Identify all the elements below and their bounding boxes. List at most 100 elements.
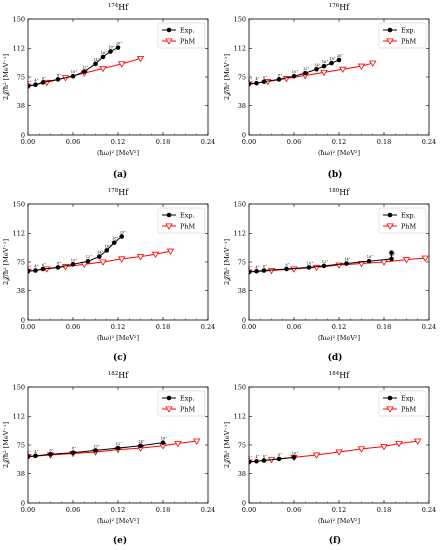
- spin-annotation: 20⁺: [116, 42, 123, 46]
- spin-annotation: 14⁺: [93, 58, 100, 62]
- x-tick-label: 0.24: [422, 138, 436, 146]
- legend-label: PhM: [401, 37, 417, 45]
- spin-annotation: 4⁺: [255, 455, 259, 459]
- data-point: [138, 443, 143, 449]
- plot-area: [249, 250, 429, 276]
- legend-marker: [386, 38, 394, 45]
- y-tick-label: 112: [13, 45, 25, 53]
- title-element: Hf: [339, 188, 350, 197]
- title-element: Hf: [339, 3, 350, 12]
- legend-label: PhM: [401, 405, 417, 413]
- spin-annotation: 8⁺: [285, 263, 289, 267]
- x-tick-label: 0.24: [201, 506, 215, 514]
- legend-label: Exp.: [180, 26, 195, 34]
- legend-label: Exp.: [401, 26, 416, 34]
- spin-annotation: 6⁺: [49, 448, 53, 452]
- y-tick-label: 0: [21, 131, 25, 139]
- data-point: [357, 63, 366, 70]
- spin-annotation: 10⁺: [292, 70, 299, 74]
- title-element: Hf: [339, 371, 350, 380]
- spin-annotation: 2⁺: [27, 451, 31, 455]
- x-tick-label: 0.00: [242, 138, 256, 146]
- data-point: [55, 77, 61, 82]
- spin-annotation: 16⁺: [322, 60, 329, 64]
- spin-annotation: 16⁺: [161, 437, 168, 441]
- y-tick-label: 75: [17, 258, 25, 266]
- x-tick-label: 0.18: [156, 323, 170, 331]
- x-axis-label: (ħω)² [MeV²]: [97, 517, 139, 525]
- spin-annotation: 4⁺: [255, 265, 259, 269]
- data-point: [99, 259, 107, 266]
- y-tick-label: 38: [238, 470, 246, 478]
- y-axis-label: 2𝒥/ħ² [MeV⁻¹]: [2, 239, 10, 285]
- spin-annotation: 4⁺: [34, 79, 38, 83]
- plot-area: [28, 234, 175, 276]
- y-tick-label: 150: [13, 200, 25, 208]
- x-tick-label: 0.12: [111, 506, 125, 514]
- series-line: [249, 59, 340, 85]
- data-point: [81, 69, 87, 74]
- data-point: [115, 445, 121, 451]
- data-point: [96, 254, 102, 259]
- series-line: [28, 442, 164, 458]
- y-tick-label: 38: [238, 102, 246, 110]
- y-axis-label: 2𝒥/ħ² [MeV⁻¹]: [223, 239, 231, 285]
- spin-annotation: 14⁺: [97, 251, 104, 255]
- spin-annotation: 8⁺: [57, 73, 61, 77]
- x-tick-label: 0.00: [21, 138, 35, 146]
- data-point: [320, 69, 328, 77]
- panel-label: (a): [112, 170, 128, 180]
- title-mass-number: 182: [108, 371, 119, 377]
- chart-panel: 174Hf 0.00 0.06 0.12 0.18 0.24 0 38 75 112 150 (ħω)…: [2, 3, 215, 157]
- spin-annotation: 8⁺: [278, 73, 282, 77]
- data-point: [306, 265, 312, 270]
- x-axis-label: (ħω)² [MeV²]: [318, 149, 360, 157]
- panel-label: (c): [113, 353, 127, 363]
- panel-label: (b): [327, 170, 343, 180]
- series-line: [249, 440, 418, 463]
- y-tick-label: 112: [234, 230, 246, 238]
- spin-annotation: 6⁺: [263, 76, 267, 80]
- x-tick-label: 0.24: [201, 323, 215, 331]
- data-point: [395, 440, 403, 448]
- data-point: [254, 458, 259, 464]
- data-point: [118, 61, 126, 68]
- data-point: [40, 266, 46, 272]
- data-point: [70, 73, 76, 79]
- legend-marker: [386, 223, 394, 230]
- data-point: [249, 459, 252, 465]
- data-point: [344, 261, 349, 266]
- spin-annotation: 10⁺: [292, 451, 299, 455]
- spin-annotation: 4⁺: [34, 265, 38, 269]
- data-point: [119, 234, 125, 239]
- spin-annotation: 18⁺: [329, 57, 336, 61]
- spin-annotation: 12⁺: [82, 66, 89, 70]
- legend-label: PhM: [180, 37, 196, 45]
- data-point: [28, 268, 31, 274]
- data-point: [33, 82, 38, 88]
- data-point: [33, 268, 38, 273]
- y-tick-label: 38: [17, 287, 25, 295]
- data-point: [302, 70, 308, 76]
- y-tick-label: 0: [21, 499, 25, 507]
- x-tick-label: 0.12: [111, 323, 125, 331]
- data-point: [33, 453, 38, 459]
- data-point: [284, 266, 289, 272]
- data-point: [70, 450, 76, 456]
- y-axis-label: 2𝒥/ħ² [MeV⁻¹]: [223, 422, 231, 468]
- x-axis-label: (ħω)² [MeV²]: [97, 334, 139, 342]
- chart-title: 184Hf: [329, 371, 350, 380]
- data-point: [108, 49, 113, 54]
- data-point: [28, 83, 31, 89]
- x-tick-label: 0.06: [287, 323, 301, 331]
- legend-label: PhM: [180, 405, 196, 413]
- data-point: [70, 262, 76, 267]
- data-point: [366, 258, 372, 264]
- plot-area: [28, 45, 145, 91]
- chart-title: 174Hf: [108, 3, 129, 12]
- data-point: [380, 444, 388, 451]
- y-tick-label: 112: [13, 230, 25, 238]
- y-axis-label: 2𝒥/ħ² [MeV⁻¹]: [2, 422, 10, 468]
- data-point: [40, 80, 46, 85]
- spin-annotation: 18⁺: [112, 237, 119, 241]
